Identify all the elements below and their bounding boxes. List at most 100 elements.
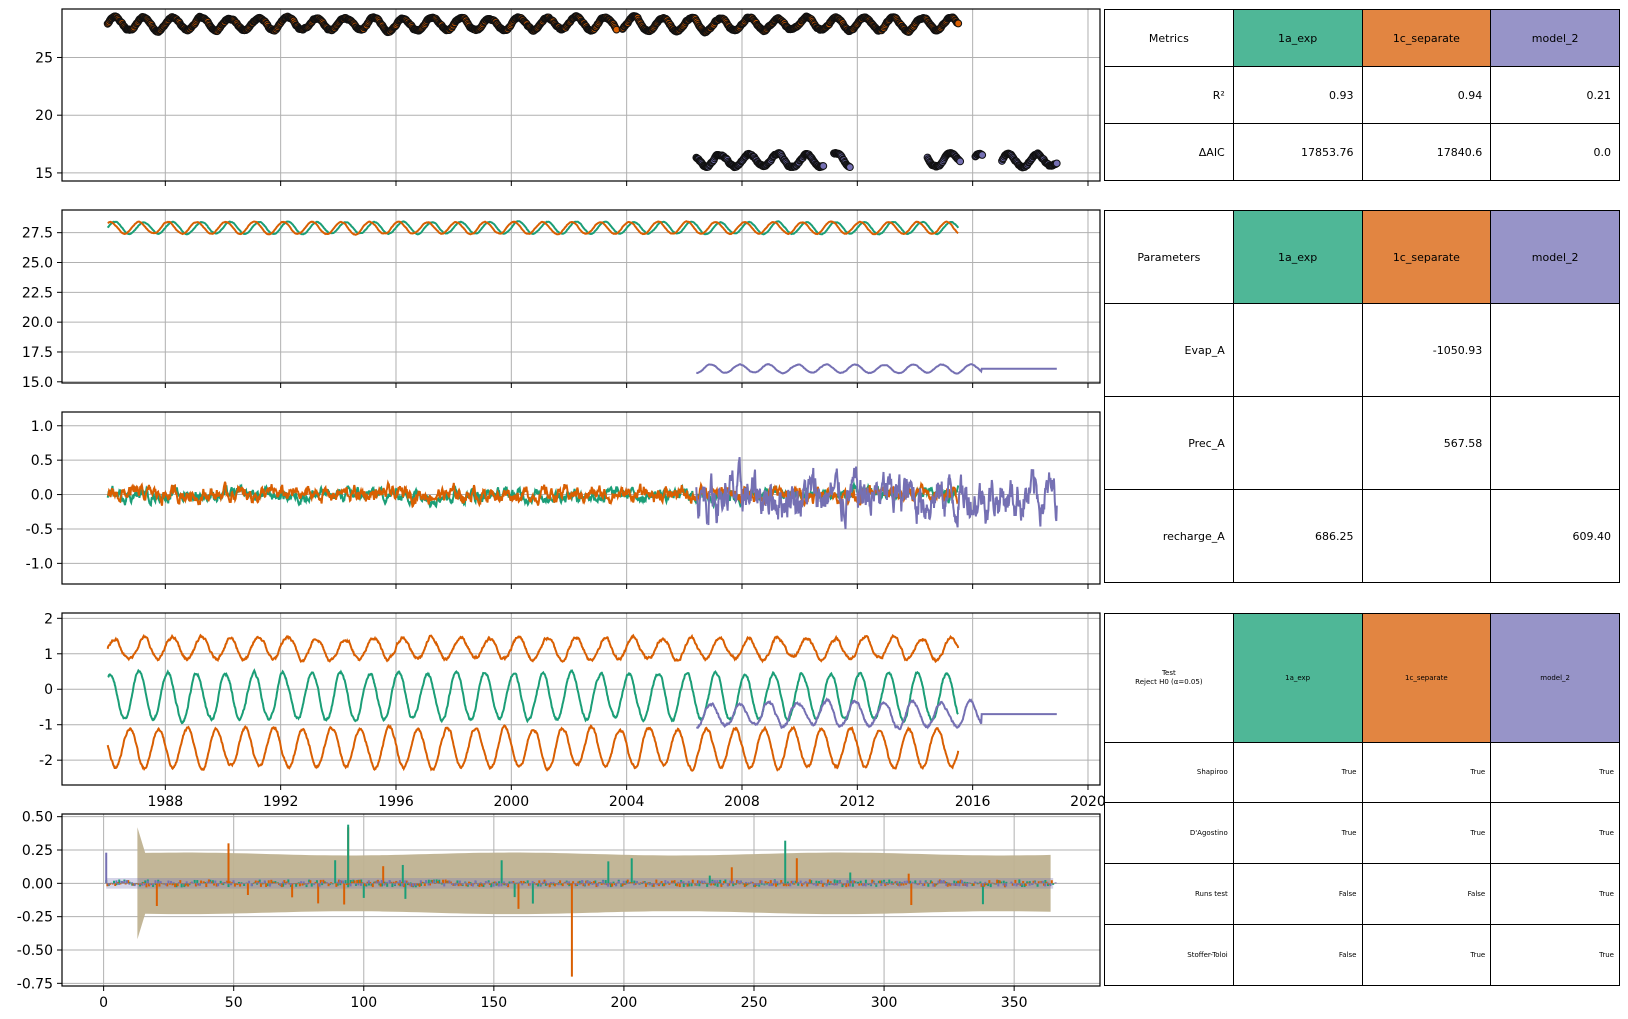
panel-observations-and-simulations: 15 20 25 <box>35 8 1101 186</box>
y-tick-label: -0.25 <box>17 910 53 926</box>
table-row: Prec_A 567.58 <box>1104 396 1620 490</box>
row-label-recharge-a: recharge_A <box>1104 489 1234 583</box>
model-header-1a-exp: 1a_exp <box>1232 210 1363 304</box>
table-header-row: Test Reject H0 (α=0.05) 1a_exp 1c_separa… <box>1104 613 1620 743</box>
y-tick-label: -1.0 <box>26 556 53 572</box>
tests-table: Test Reject H0 (α=0.05) 1a_exp 1c_separa… <box>1104 613 1620 986</box>
tests-header-cell: Test Reject H0 (α=0.05) <box>1104 613 1234 743</box>
table-cell <box>1361 489 1492 583</box>
parameters-header-cell: Parameters <box>1104 210 1234 304</box>
series-line-1a_exp <box>107 668 959 725</box>
table-cell: True <box>1361 741 1492 804</box>
x-tick-label: 2000 <box>493 794 529 810</box>
y-tick-label: 0.5 <box>31 453 53 469</box>
x-tick-label: 1996 <box>378 794 414 810</box>
panel-autocorrelation: 0 50 100 150 200 250 300 350 0.50 0.25 0.00 -0.25 -0… <box>17 810 1101 1011</box>
table-cell: True <box>1490 741 1620 804</box>
x-tick-label: 1992 <box>263 794 299 810</box>
y-tick-label: 1 <box>44 647 53 663</box>
x-tick-label: 0 <box>99 995 108 1011</box>
table-row: recharge_A 686.25 609.40 <box>1104 489 1620 583</box>
y-tick-label: 0.00 <box>22 876 53 892</box>
metrics-header-cell: Metrics <box>1104 9 1234 67</box>
metrics-table: Metrics 1a_exp 1c_separate model_2 R² 0.… <box>1104 9 1620 181</box>
series-line-1a_exp <box>106 220 960 236</box>
table-cell: 17853.76 <box>1232 123 1363 181</box>
series-line-1c_separate <box>106 723 960 772</box>
series-line-model_2 <box>696 362 1057 375</box>
table-cell <box>1232 396 1363 490</box>
table-cell: 0.21 <box>1490 66 1620 124</box>
tests-header-line2: Reject H0 (α=0.05) <box>1135 677 1203 686</box>
x-tick-label: 250 <box>741 995 768 1011</box>
row-label-evap-a: Evap_A <box>1104 303 1234 397</box>
tests-header-line1: Test <box>1161 668 1176 677</box>
model-header-1a-exp: 1a_exp <box>1232 9 1363 67</box>
series-line-model_2 <box>695 456 1058 530</box>
observation-point-model_2 <box>846 163 854 172</box>
y-tick-label: 0.0 <box>31 488 53 504</box>
table-cell: True <box>1232 741 1363 804</box>
x-tick-label: 150 <box>480 995 507 1011</box>
y-tick-label: 17.5 <box>22 345 53 361</box>
y-tick-label: 20.0 <box>22 315 53 331</box>
table-cell: 567.58 <box>1361 396 1492 490</box>
series-line-1c_separate <box>107 220 959 236</box>
x-tick-label: 300 <box>871 995 898 1011</box>
row-label-r2: R² <box>1104 66 1234 124</box>
table-cell: True <box>1361 802 1492 865</box>
table-cell <box>1490 303 1620 397</box>
table-row: Stoffer-Toloi False True True <box>1104 924 1620 986</box>
y-tick-label: 2 <box>44 611 53 627</box>
table-cell: -1050.93 <box>1361 303 1492 397</box>
model-header-model-2: model_2 <box>1490 9 1620 67</box>
y-tick-label: 1.0 <box>31 419 53 435</box>
table-cell: False <box>1232 924 1363 986</box>
y-tick-label: 22.5 <box>22 285 53 301</box>
axes-frame <box>61 411 1101 585</box>
x-tick-label: 2008 <box>724 794 760 810</box>
table-cell <box>1232 303 1363 397</box>
y-tick-label: -0.5 <box>26 522 53 538</box>
table-row: Shapiroo True True True <box>1104 741 1620 804</box>
x-tick-label: 1988 <box>147 794 183 810</box>
table-cell: True <box>1490 863 1620 926</box>
y-tick-label: 0.50 <box>22 810 53 826</box>
y-tick-label: -1 <box>39 718 53 734</box>
panel-residuals: -1.0 -0.5 0.0 0.5 1.0 <box>26 411 1101 589</box>
row-label-runs-test: Runs test <box>1104 863 1234 926</box>
row-label-shapiro: Shapiroo <box>1104 741 1234 804</box>
x-tick-label: 200 <box>611 995 638 1011</box>
model-header-1c-separate: 1c_separate <box>1361 9 1492 67</box>
x-tick-label: 2020 <box>1070 794 1106 810</box>
series-line-model_2 <box>695 697 1057 731</box>
panel-contributions: 1988 1992 1996 2000 2004 2008 2012 2016 2020 -2 -1… <box>39 611 1106 810</box>
axes-frame <box>61 8 1101 182</box>
table-row: Evap_A -1050.93 <box>1104 303 1620 397</box>
axes-frame <box>61 209 1101 384</box>
model-header-1a-exp: 1a_exp <box>1232 613 1363 743</box>
row-label-delta-aic: ΔAIC <box>1104 123 1234 181</box>
table-cell: True <box>1361 924 1492 986</box>
x-tick-label: 2012 <box>839 794 875 810</box>
y-tick-label: 20 <box>35 108 53 124</box>
model-header-1c-separate: 1c_separate <box>1361 613 1492 743</box>
table-cell: 17840.6 <box>1361 123 1492 181</box>
observation-point-model_2 <box>978 151 987 159</box>
y-tick-label: 0 <box>44 682 53 698</box>
x-tick-label: 50 <box>225 995 243 1011</box>
y-tick-label: -0.75 <box>17 976 53 992</box>
y-tick-label: 15.0 <box>22 375 53 391</box>
table-header-row: Parameters 1a_exp 1c_separate model_2 <box>1104 210 1620 304</box>
x-tick-label: 2004 <box>609 794 645 810</box>
row-label-dagostino: D'Agostino <box>1104 802 1234 865</box>
table-cell: 686.25 <box>1232 489 1363 583</box>
x-tick-label: 350 <box>1001 995 1028 1011</box>
y-tick-label: 0.25 <box>22 843 53 859</box>
parameters-table: Parameters 1a_exp 1c_separate model_2 Ev… <box>1104 210 1620 583</box>
table-header-row: Metrics 1a_exp 1c_separate model_2 <box>1104 9 1620 67</box>
model-header-model-2: model_2 <box>1490 210 1620 304</box>
table-cell: False <box>1361 863 1492 926</box>
table-cell: 0.93 <box>1232 66 1363 124</box>
y-tick-label: -2 <box>39 753 53 769</box>
